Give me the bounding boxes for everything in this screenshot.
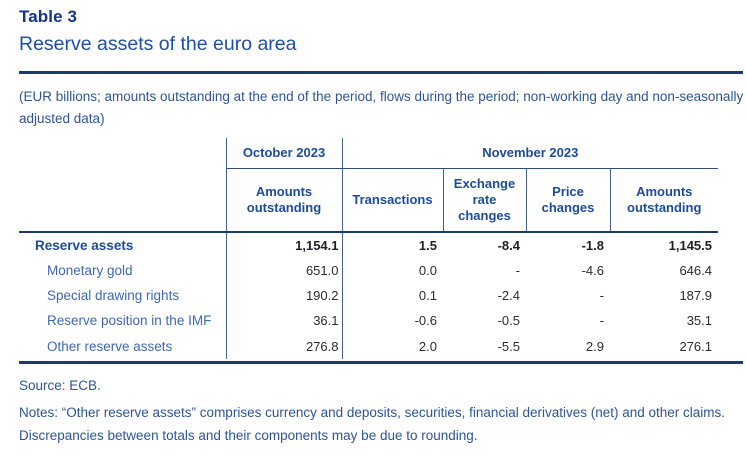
corner-spacer	[19, 168, 227, 233]
source-note: Source: ECB.	[19, 378, 101, 393]
cell-imf-amounts-nov: 35.1	[686, 313, 712, 329]
period-header-row: October 2023 November 2023	[19, 138, 718, 169]
row-label-reserve-assets: Reserve assets	[19, 232, 227, 258]
cell-reserve-assets-transactions: 1.5	[418, 237, 437, 253]
table-number-heading: Table 3	[19, 7, 78, 26]
table-row-special-drawing-rights: Special drawing rights 190.2 0.1 -2.4 - …	[19, 282, 718, 309]
cell-imf-transactions: -0.6	[414, 313, 437, 329]
cell-other-transactions: 2.0	[418, 338, 437, 354]
column-header-november-2023: November 2023	[342, 138, 718, 169]
column-header-amounts-outstanding-november: Amounts outstanding	[610, 168, 718, 233]
table-header: October 2023 November 2023 Amounts outst…	[19, 138, 718, 233]
cell-other-price-changes: 2.9	[585, 338, 604, 354]
cell-imf-amounts-oct: 36.1	[226, 308, 343, 334]
row-label-monetary-gold: Monetary gold	[19, 257, 227, 283]
table-row-reserve-position-imf: Reserve position in the IMF 36.1 -0.6 -0…	[19, 308, 718, 334]
cell-other-exchange-rate: -5.5	[497, 338, 520, 354]
table-body: Reserve assets 1,154.1 1.5 -8.4 -1.8 1,1…	[19, 232, 718, 359]
notes-text: Notes: “Other reserve assets” comprises …	[19, 405, 726, 443]
cell-sdr-transactions: 0.1	[418, 287, 437, 303]
row-label-special-drawing-rights: Special drawing rights	[19, 282, 227, 309]
row-label-other-reserve-assets: Other reserve assets	[19, 333, 227, 359]
table-row-other-reserve-assets: Other reserve assets 276.8 2.0 -5.5 2.9 …	[19, 333, 718, 359]
cell-monetary-gold-amounts-nov: 646.4	[679, 262, 712, 278]
column-header-transactions: Transactions	[342, 168, 444, 233]
cell-monetary-gold-price-changes: -4.6	[581, 262, 604, 278]
reserve-assets-table: October 2023 November 2023 Amounts outst…	[19, 138, 718, 359]
cell-sdr-price-changes: -	[599, 287, 604, 303]
title-divider-rule	[19, 71, 743, 74]
cell-reserve-assets-amounts-oct: 1,154.1	[226, 232, 343, 258]
row-label-reserve-position-imf: Reserve position in the IMF	[19, 308, 227, 334]
column-header-amounts-outstanding-october: Amounts outstanding	[226, 168, 343, 233]
cell-imf-price-changes: -	[599, 313, 604, 329]
column-header-october-2023: October 2023	[226, 138, 343, 169]
table-bottom-rule	[19, 361, 743, 364]
cell-other-amounts-oct: 276.8	[226, 333, 343, 359]
measure-header-row: Amounts outstanding Transactions Exchang…	[19, 168, 718, 233]
cell-reserve-assets-price-changes: -1.8	[581, 237, 604, 253]
cell-sdr-amounts-nov: 187.9	[679, 287, 712, 303]
column-header-exchange-rate-changes: Exchange rate changes	[443, 168, 527, 233]
cell-sdr-amounts-oct: 190.2	[226, 282, 343, 309]
cell-monetary-gold-exchange-rate: -	[515, 262, 520, 278]
cell-sdr-exchange-rate: -2.4	[497, 287, 520, 303]
table-row-monetary-gold: Monetary gold 651.0 0.0 - -4.6 646.4	[19, 257, 718, 283]
cell-other-amounts-nov: 276.1	[679, 338, 712, 354]
cell-reserve-assets-amounts-nov: 1,145.5	[668, 237, 712, 253]
table-title: Reserve assets of the euro area	[19, 33, 297, 55]
cell-monetary-gold-transactions: 0.0	[418, 262, 437, 278]
corner-spacer	[19, 138, 227, 168]
column-header-price-changes: Price changes	[526, 168, 611, 233]
cell-imf-exchange-rate: -0.5	[497, 313, 520, 329]
cell-reserve-assets-exchange-rate: -8.4	[497, 237, 520, 253]
table-row-reserve-assets: Reserve assets 1,154.1 1.5 -8.4 -1.8 1,1…	[19, 232, 718, 258]
cell-monetary-gold-amounts-oct: 651.0	[226, 257, 343, 283]
table-description: (EUR billions; amounts outstanding at th…	[19, 89, 744, 126]
